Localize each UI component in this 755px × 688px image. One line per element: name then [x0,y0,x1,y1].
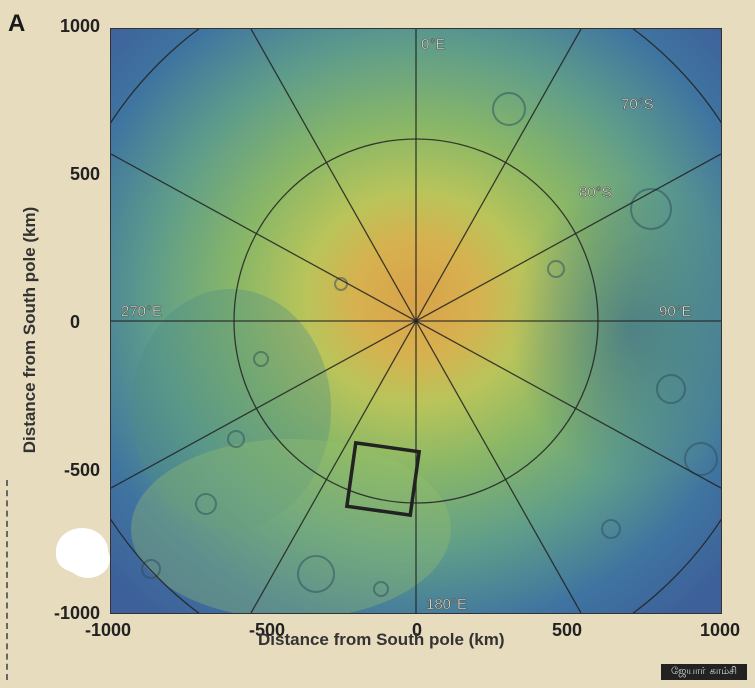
y-tick-neg500: -500 [63,460,100,480]
graticule [111,29,721,613]
x-tick-1000: 1000 [699,620,741,640]
y-tick-0: 0 [69,312,80,332]
x-tick-neg500: -500 [248,620,286,640]
y-tick-500: 500 [69,164,100,184]
panel-letter: A [8,10,26,37]
topography-map: 0°E 90°E 180°E 270°E 70°S 80°S [111,29,721,613]
paper-blemish [56,528,108,574]
craters [141,92,718,597]
lon-label-270E: 270°E [121,303,162,320]
x-tick-0: 0 [411,620,422,640]
lat-label-80S: 80°S [579,184,612,201]
y-tick-1000: 1000 [59,16,100,36]
region-box [344,440,422,518]
lat-label-70S: 70°S [621,96,654,113]
lon-label-180E: 180°E [426,596,467,613]
map-panel: 0°E 90°E 180°E 270°E 70°S 80°S [110,28,722,614]
photo-credit: ஜேயாா் காம்சி [661,664,747,680]
lon-label-90E: 90°E [659,303,692,320]
y-tick-neg1000: -1000 [53,603,100,623]
x-tick-500: 500 [551,620,583,640]
lon-label-0E: 0°E [421,36,445,53]
x-tick-neg1000: -1000 [84,620,132,640]
dashed-margin-line [6,480,8,680]
x-axis-label: Distance from South pole (km) [258,630,505,649]
y-axis-label: Distance from South pole (km) [20,206,39,454]
